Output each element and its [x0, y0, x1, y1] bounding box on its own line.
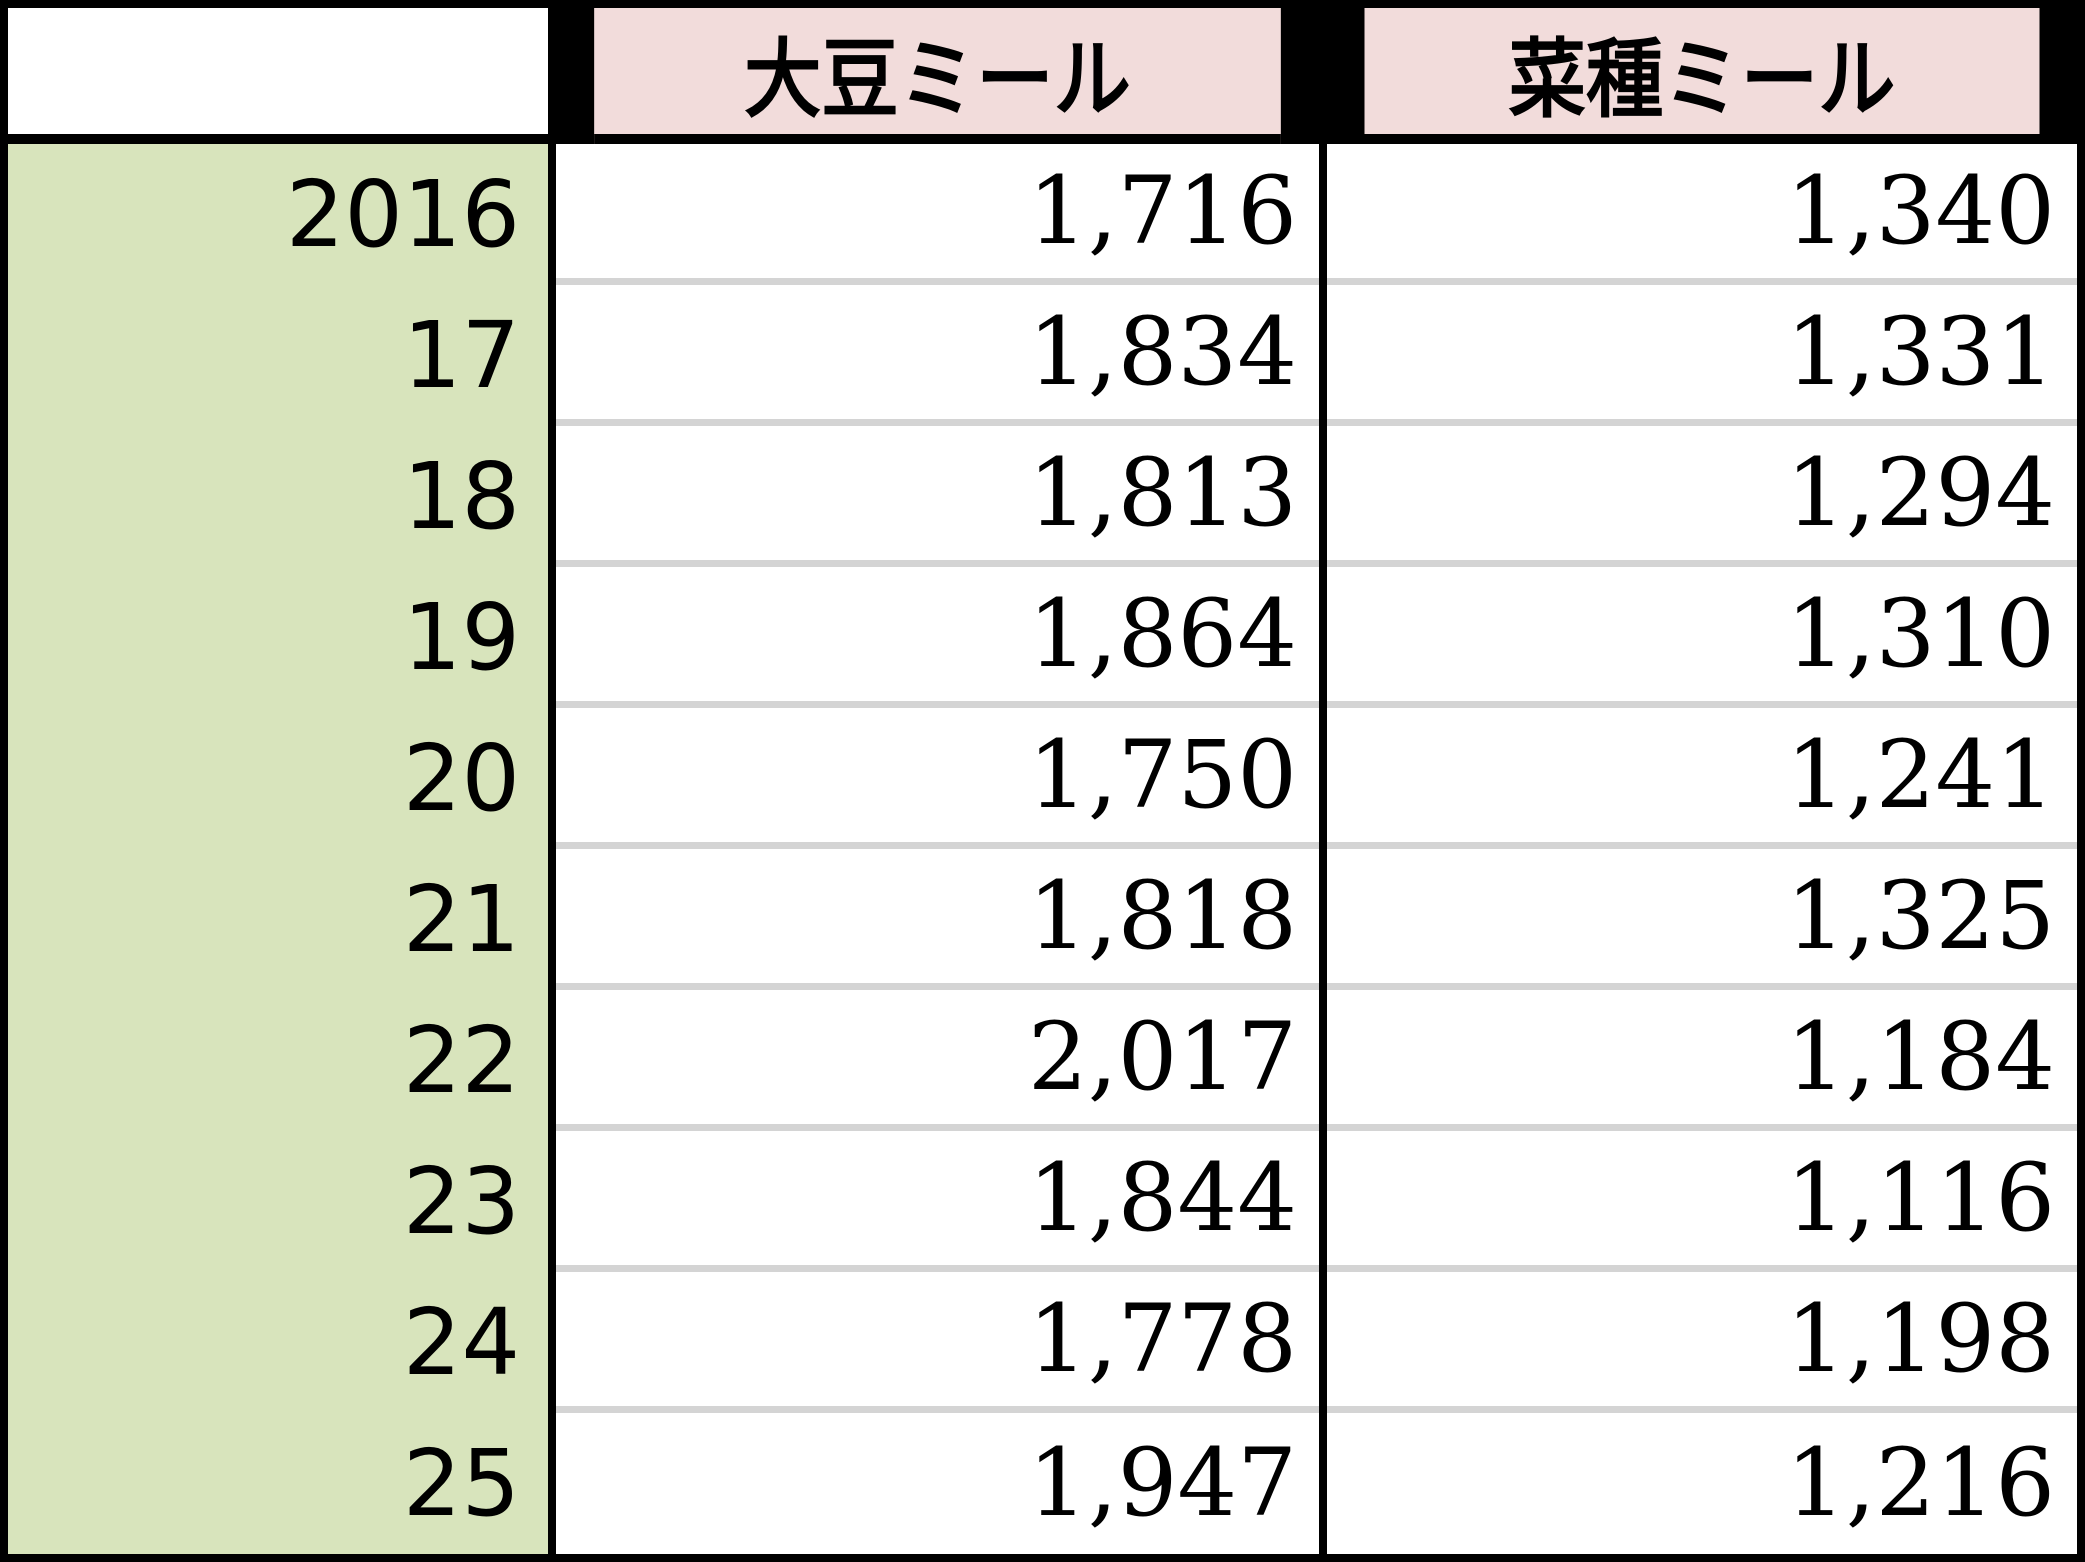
- header-rapeseed-meal: 菜種ミール: [1364, 8, 2040, 144]
- year-cell: 24: [8, 1272, 548, 1413]
- soybean-meal-cell: 1,864: [556, 567, 1319, 708]
- year-cell: 17: [8, 285, 548, 426]
- year-cell: 23: [8, 1131, 548, 1272]
- soybean-meal-cell: 1,844: [556, 1131, 1319, 1272]
- rapeseed-meal-cell: 1,198: [1327, 1272, 2077, 1413]
- rapeseed-meal-cell: 1,325: [1327, 849, 2077, 990]
- soybean-meal-cell: 1,818: [556, 849, 1319, 990]
- rapeseed-meal-cell: 1,310: [1327, 567, 2077, 708]
- year-cell: 2016: [8, 144, 548, 285]
- rapeseed-meal-cell: 1,340: [1327, 144, 2077, 285]
- rapeseed-meal-cell: 1,116: [1327, 1131, 2077, 1272]
- table-grid: 大豆ミール 菜種ミール 2016 1,716 1,340 17 1,834 1,331 18…: [8, 8, 2077, 1554]
- year-cell: 21: [8, 849, 548, 990]
- year-cell: 18: [8, 426, 548, 567]
- soybean-meal-cell: 1,947: [556, 1413, 1319, 1554]
- header-corner-cell: [8, 8, 548, 144]
- soybean-meal-cell: 1,834: [556, 285, 1319, 426]
- rapeseed-meal-cell: 1,331: [1327, 285, 2077, 426]
- soybean-meal-cell: 1,750: [556, 708, 1319, 849]
- year-cell: 20: [8, 708, 548, 849]
- header-soybean-meal: 大豆ミール: [594, 8, 1281, 144]
- rapeseed-meal-cell: 1,241: [1327, 708, 2077, 849]
- year-cell: 25: [8, 1413, 548, 1554]
- year-cell: 22: [8, 990, 548, 1131]
- rapeseed-meal-cell: 1,184: [1327, 990, 2077, 1131]
- soybean-meal-cell: 1,778: [556, 1272, 1319, 1413]
- rapeseed-meal-cell: 1,216: [1327, 1413, 2077, 1554]
- rapeseed-meal-cell: 1,294: [1327, 426, 2077, 567]
- soybean-meal-cell: 1,813: [556, 426, 1319, 567]
- year-cell: 19: [8, 567, 548, 708]
- soybean-meal-cell: 1,716: [556, 144, 1319, 285]
- soybean-meal-cell: 2,017: [556, 990, 1319, 1131]
